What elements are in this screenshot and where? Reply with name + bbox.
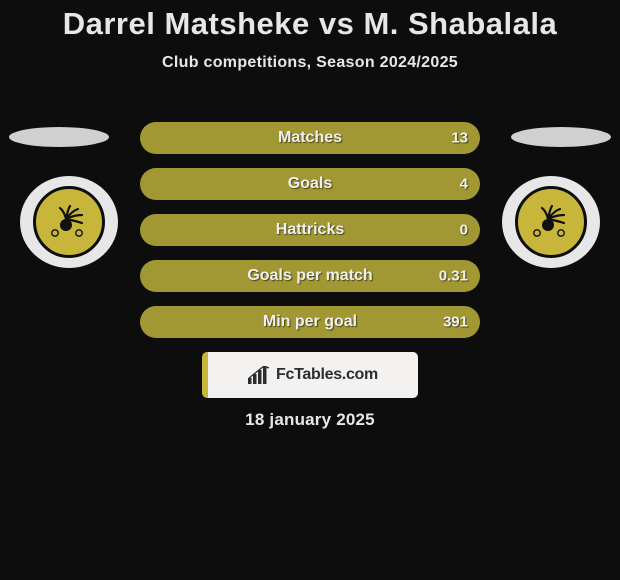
page-title: Darrel Matsheke vs M. Shabalala [0,0,620,42]
stat-row-matches: Matches 13 [140,122,480,154]
source-badge: FcTables.com [202,352,418,398]
stat-value-right: 0.31 [439,268,468,285]
stat-label: Goals [288,175,332,193]
comparison-infographic: Darrel Matsheke vs M. Shabalala Club com… [0,0,620,580]
stats-panel: Matches 13 Goals 4 Hattricks 0 Goals per… [140,122,480,352]
club-badge-right-outer [502,176,600,268]
bar-chart-icon [248,366,270,384]
club-badge-right-inner [515,186,587,258]
page-subtitle: Club competitions, Season 2024/2025 [0,54,620,72]
source-brand-text: FcTables.com [276,366,378,384]
stat-row-hattricks: Hattricks 0 [140,214,480,246]
club-badge-left-inner [33,186,105,258]
club-badge-left-outer [20,176,118,268]
stat-row-goals-per-match: Goals per match 0.31 [140,260,480,292]
club-crest-icon [48,201,90,243]
stat-value-right: 391 [443,314,468,331]
stat-value-right: 0 [460,222,468,239]
stat-label: Matches [278,129,342,147]
stat-label: Hattricks [276,221,344,239]
stat-label: Min per goal [263,313,357,331]
stat-row-min-per-goal: Min per goal 391 [140,306,480,338]
club-badge-right [502,176,600,268]
stat-row-goals: Goals 4 [140,168,480,200]
stat-value-right: 4 [460,176,468,193]
player-right-avatar-placeholder [511,127,611,147]
club-crest-icon [530,201,572,243]
player-left-avatar-placeholder [9,127,109,147]
page-date: 18 january 2025 [245,410,375,430]
club-badge-left [20,176,118,268]
stat-label: Goals per match [247,267,372,285]
stat-value-right: 13 [451,130,468,147]
